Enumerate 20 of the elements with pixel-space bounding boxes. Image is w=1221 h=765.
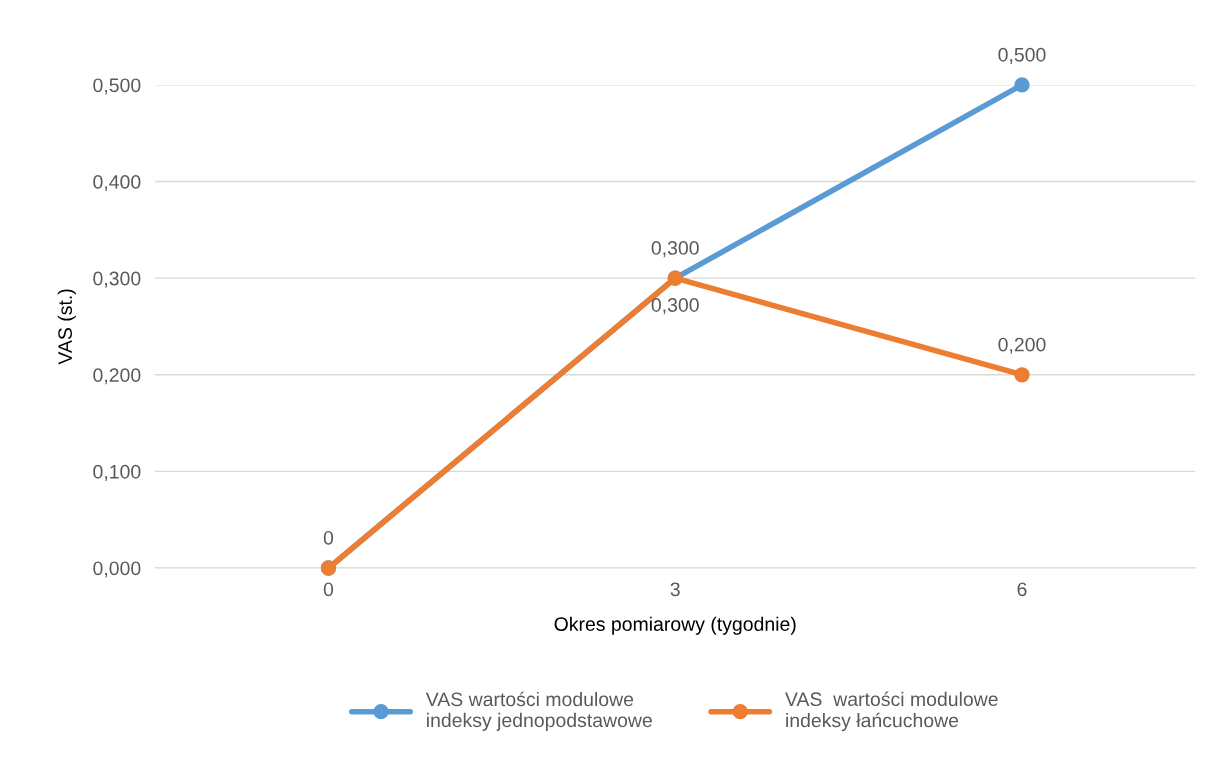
x-axis-title: Okres pomiarowy (tygodnie): [554, 616, 796, 635]
y-tick-label: 0,300: [93, 271, 141, 288]
data-label: 0,300: [651, 298, 699, 315]
x-tick-label: 6: [1017, 582, 1027, 597]
point: [1014, 77, 1030, 93]
data-label: 0: [323, 530, 334, 545]
y-tick-label: 0,100: [93, 464, 141, 481]
x-tick-label: 3: [670, 582, 680, 597]
legend-label: VAS wartości modulowe indeksy jednopodstawowe: [425, 691, 652, 731]
data-label: 0,200: [998, 337, 1046, 354]
y-tick-label: 0,000: [93, 561, 141, 578]
point: [1014, 367, 1030, 383]
legend-label: VAS wartości modulowe indeksy łańcuchowe: [785, 691, 998, 732]
y-tick-label: 0,500: [93, 78, 141, 95]
y-axis-title: VAS (st.): [57, 289, 76, 365]
y-tick-label: 0,400: [93, 175, 141, 192]
data-label: 0,300: [651, 241, 699, 258]
data-label: 0,500: [998, 47, 1046, 64]
y-tick-label: 0,200: [93, 368, 141, 385]
x-tick-label: 0: [323, 582, 334, 597]
